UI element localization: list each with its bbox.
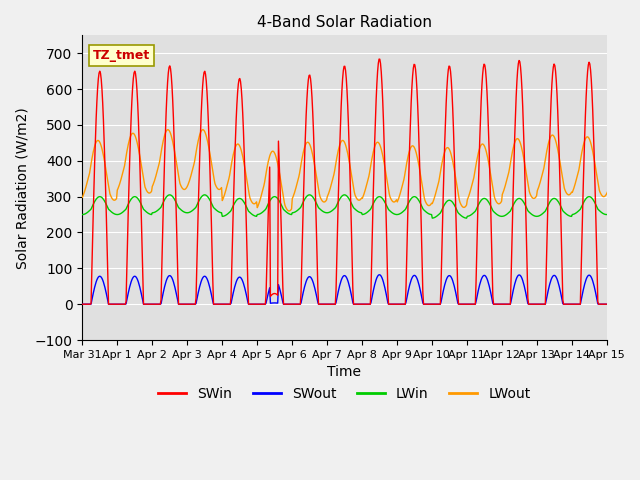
Title: 4-Band Solar Radiation: 4-Band Solar Radiation	[257, 15, 432, 30]
X-axis label: Time: Time	[328, 365, 362, 379]
Legend: SWin, SWout, LWin, LWout: SWin, SWout, LWin, LWout	[153, 381, 536, 406]
Text: TZ_tmet: TZ_tmet	[93, 49, 150, 62]
Y-axis label: Solar Radiation (W/m2): Solar Radiation (W/m2)	[15, 107, 29, 269]
